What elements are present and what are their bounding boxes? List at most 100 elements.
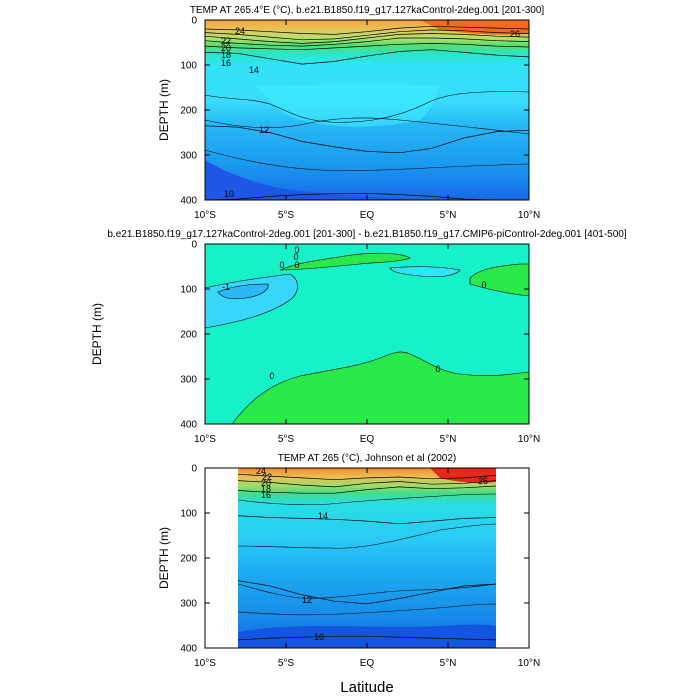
panel-2-anomaly-right	[469, 263, 529, 297]
x-tick-label: 10°S	[194, 210, 216, 221]
x-tick-label: 5°S	[278, 658, 295, 669]
panel-1-ylabel: DEPTH (m)	[157, 79, 171, 141]
y-tick-label: 200	[180, 330, 197, 341]
isotherm-22	[205, 29, 529, 41]
contour-label: 0	[293, 252, 298, 262]
y-tick-label: 400	[180, 644, 197, 655]
panel-2-y-ticks: 0 100 200 300 400	[180, 240, 529, 431]
panel-2-anomaly-top	[279, 252, 411, 271]
x-tick-label: 5°N	[440, 210, 457, 221]
panel-3-warm-pool	[430, 468, 496, 483]
panel-3-ylabel: DEPTH (m)	[157, 527, 171, 589]
contour-label: 0	[279, 260, 284, 270]
panel-1-cyan-lobe	[255, 84, 440, 127]
contour-label: 10	[314, 632, 324, 642]
contour-label: 22	[221, 36, 231, 46]
contour-label: 0	[294, 245, 299, 255]
contour-label: 22	[262, 472, 272, 482]
y-tick-label: 200	[180, 106, 197, 117]
contour-label: 12	[259, 125, 269, 135]
panel-3-title: TEMP AT 265 (°C), Johnson et al (2002)	[278, 453, 457, 464]
contour-label: 14	[249, 65, 259, 75]
panel-3: TEMP AT 265 (°C), Johnson et al (2002) 2…	[157, 453, 540, 669]
contour-label: -1	[222, 282, 230, 292]
panel-2-deep-anomaly	[231, 351, 529, 424]
panel-2-anomaly-mid	[389, 266, 461, 278]
isotherm-12	[238, 580, 496, 605]
contour-label: 0	[435, 364, 440, 374]
panel-2: b.e21.B1850.f19_g17.127kaControl-2deg.00…	[90, 229, 627, 445]
y-tick-label: 0	[191, 16, 197, 27]
isotherm-10	[205, 192, 529, 200]
x-tick-label: 5°N	[440, 434, 457, 445]
contour-label: 0	[481, 280, 486, 290]
x-tick-label: 10°S	[194, 434, 216, 445]
figure-xlabel: Latitude	[340, 679, 393, 696]
contour-label: 12	[302, 595, 312, 605]
contour-label: 26	[510, 29, 520, 39]
contour-label: 0	[294, 260, 299, 270]
panel-3-x-ticks: 10°S 5°S EQ 5°N 10°N	[194, 468, 540, 669]
panel-1-y-ticks: 0 100 200 300 400	[180, 16, 529, 207]
x-tick-label: EQ	[360, 658, 375, 669]
x-tick-label: 5°N	[440, 658, 457, 669]
y-tick-label: 0	[191, 240, 197, 251]
x-tick-label: 10°N	[518, 210, 540, 221]
panel-1: TEMP AT 265.4°E (°C), b.e21.B1850.f19_g1…	[157, 5, 544, 221]
x-tick-label: EQ	[360, 434, 375, 445]
y-tick-label: 300	[180, 151, 197, 162]
x-tick-label: 10°N	[518, 658, 540, 669]
y-tick-label: 100	[180, 285, 197, 296]
x-tick-label: 5°S	[278, 210, 295, 221]
isotherm-20	[238, 480, 496, 488]
contour-label: 24	[235, 26, 245, 36]
y-tick-label: 300	[180, 375, 197, 386]
y-tick-label: 100	[180, 61, 197, 72]
panel-1-deep-cold	[205, 160, 420, 200]
contour-label: 16	[261, 490, 271, 500]
x-tick-label: 5°S	[278, 434, 295, 445]
x-tick-label: 10°S	[194, 658, 216, 669]
y-tick-label: 200	[180, 554, 197, 565]
panel-3-isotherms	[238, 473, 496, 641]
panel-3-field	[238, 468, 496, 648]
y-tick-label: 300	[180, 599, 197, 610]
x-tick-label: 10°N	[518, 434, 540, 445]
contour-label: 18	[221, 50, 231, 60]
contour-label: 18	[261, 484, 271, 494]
isotherm-14	[238, 515, 496, 525]
panel-3-extra-contours	[238, 493, 496, 616]
contour-label: 16	[221, 58, 231, 68]
isotherm-20	[205, 33, 529, 44]
isotherm-10	[238, 635, 496, 641]
isotherm-14	[205, 49, 529, 65]
isotherm-16	[205, 43, 529, 51]
y-tick-label: 400	[180, 196, 197, 207]
panel-2-ylabel: DEPTH (m)	[90, 303, 104, 365]
panel-2-x-ticks: 10°S 5°S EQ 5°N 10°N	[194, 244, 540, 445]
isotherm-24	[238, 473, 496, 481]
panel-1-extra-contours	[205, 91, 529, 171]
panel-2-anomaly-left-core	[217, 283, 269, 300]
y-tick-label: 400	[180, 420, 197, 431]
y-tick-label: 0	[191, 464, 197, 475]
isotherm-18	[205, 37, 529, 47]
panel-1-x-ticks: 10°S 5°S EQ 5°N 10°N	[194, 20, 540, 221]
contour-label: 20	[221, 43, 231, 53]
contour-label: 20	[261, 478, 271, 488]
panel-1-isotherms	[205, 25, 529, 200]
contour-label: 0	[269, 371, 274, 381]
panel-3-y-ticks: 0 100 200 300 400	[180, 464, 529, 655]
y-tick-label: 100	[180, 509, 197, 520]
panel-2-title: b.e21.B1850.f19_g17.127kaControl-2deg.00…	[107, 229, 626, 240]
panel-2-anomaly-left	[205, 273, 298, 329]
panel-1-title: TEMP AT 265.4°E (°C), b.e21.B1850.f19_g1…	[190, 5, 545, 16]
contour-label: 10	[224, 189, 234, 199]
contour-label: 14	[318, 511, 328, 521]
isotherm-12	[205, 125, 529, 154]
isotherm-16	[238, 485, 496, 494]
contour-label: 24	[256, 466, 266, 476]
